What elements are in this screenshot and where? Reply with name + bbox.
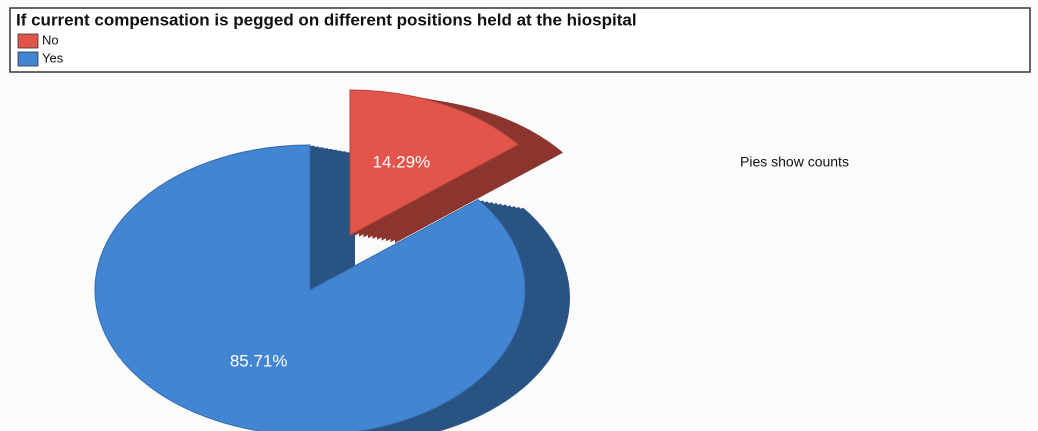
legend: No Yes — [17, 32, 64, 67]
annotation: Pies show counts — [740, 154, 849, 170]
slice — [94, 144, 526, 431]
legend-swatch — [17, 33, 39, 49]
legend-label: Yes — [42, 50, 64, 65]
data-label: 85.71% — [230, 351, 288, 370]
slice — [349, 89, 520, 236]
pie: 14.29% 85.71% — [94, 89, 570, 431]
data-label: 14.29% — [372, 153, 430, 172]
legend-label: No — [42, 32, 59, 47]
title-box — [9, 7, 1031, 73]
chart-title: If current compensation is pegged on dif… — [16, 10, 637, 29]
legend-swatch — [17, 51, 39, 67]
